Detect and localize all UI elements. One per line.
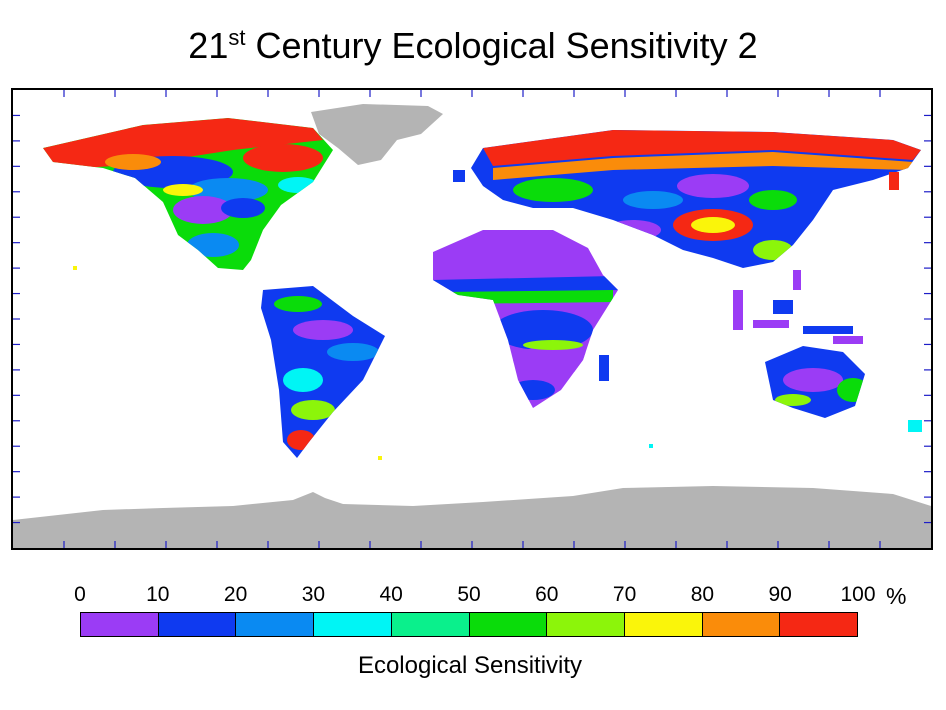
legend-tick-label: 40 [379, 583, 403, 606]
legend-swatch-1 [158, 613, 237, 636]
legend-swatch-9 [780, 613, 858, 636]
legend-tick-label: 20 [223, 583, 248, 606]
south-america-zones [274, 296, 379, 450]
legend-tick-label: 70 [612, 583, 637, 606]
southeast-asia-islands [733, 270, 863, 344]
legend-tick-label: 90 [768, 583, 792, 606]
world-map [11, 88, 933, 550]
legend-tick-label: 10 [146, 583, 170, 606]
north-america-zones [43, 118, 323, 257]
map-frame-ticks [13, 90, 931, 548]
legend-title: Ecological Sensitivity [357, 652, 583, 679]
legend-tick-label: 30 [301, 583, 326, 606]
antarctica-no-data [13, 486, 931, 548]
legend-swatch-5 [469, 613, 548, 636]
legend-tick-label: 100 [840, 583, 876, 606]
color-legend [80, 612, 858, 637]
legend-tick-labels: 0 10 20 30 40 50 60 70 80 90 100 [0, 582, 946, 608]
legend-swatch-2 [236, 613, 315, 636]
title-prefix: 21 [188, 25, 229, 66]
legend-swatch-4 [391, 613, 470, 636]
title-superscript: st [228, 25, 246, 50]
south-america [261, 286, 385, 458]
greenland-no-data [311, 104, 443, 165]
legend-swatch-0 [81, 613, 159, 636]
legend-tick-label: 80 [690, 583, 715, 606]
page-title: 21st Century Ecological Sensitivity 2 [0, 22, 946, 70]
legend-unit: % [886, 583, 907, 609]
small-islands [73, 170, 922, 460]
legend-tick-label: 60 [535, 583, 559, 606]
legend-swatch-6 [547, 613, 625, 636]
legend-tick-label: 0 [74, 583, 86, 606]
title-suffix: Century Ecological Sensitivity 2 [245, 25, 758, 66]
legend-tick-label: 50 [457, 583, 481, 606]
africa-zones [433, 276, 618, 400]
legend-swatch-8 [702, 613, 781, 636]
world-map-canvas [13, 90, 931, 548]
legend-swatch-3 [314, 613, 392, 636]
legend-swatch-7 [624, 613, 703, 636]
